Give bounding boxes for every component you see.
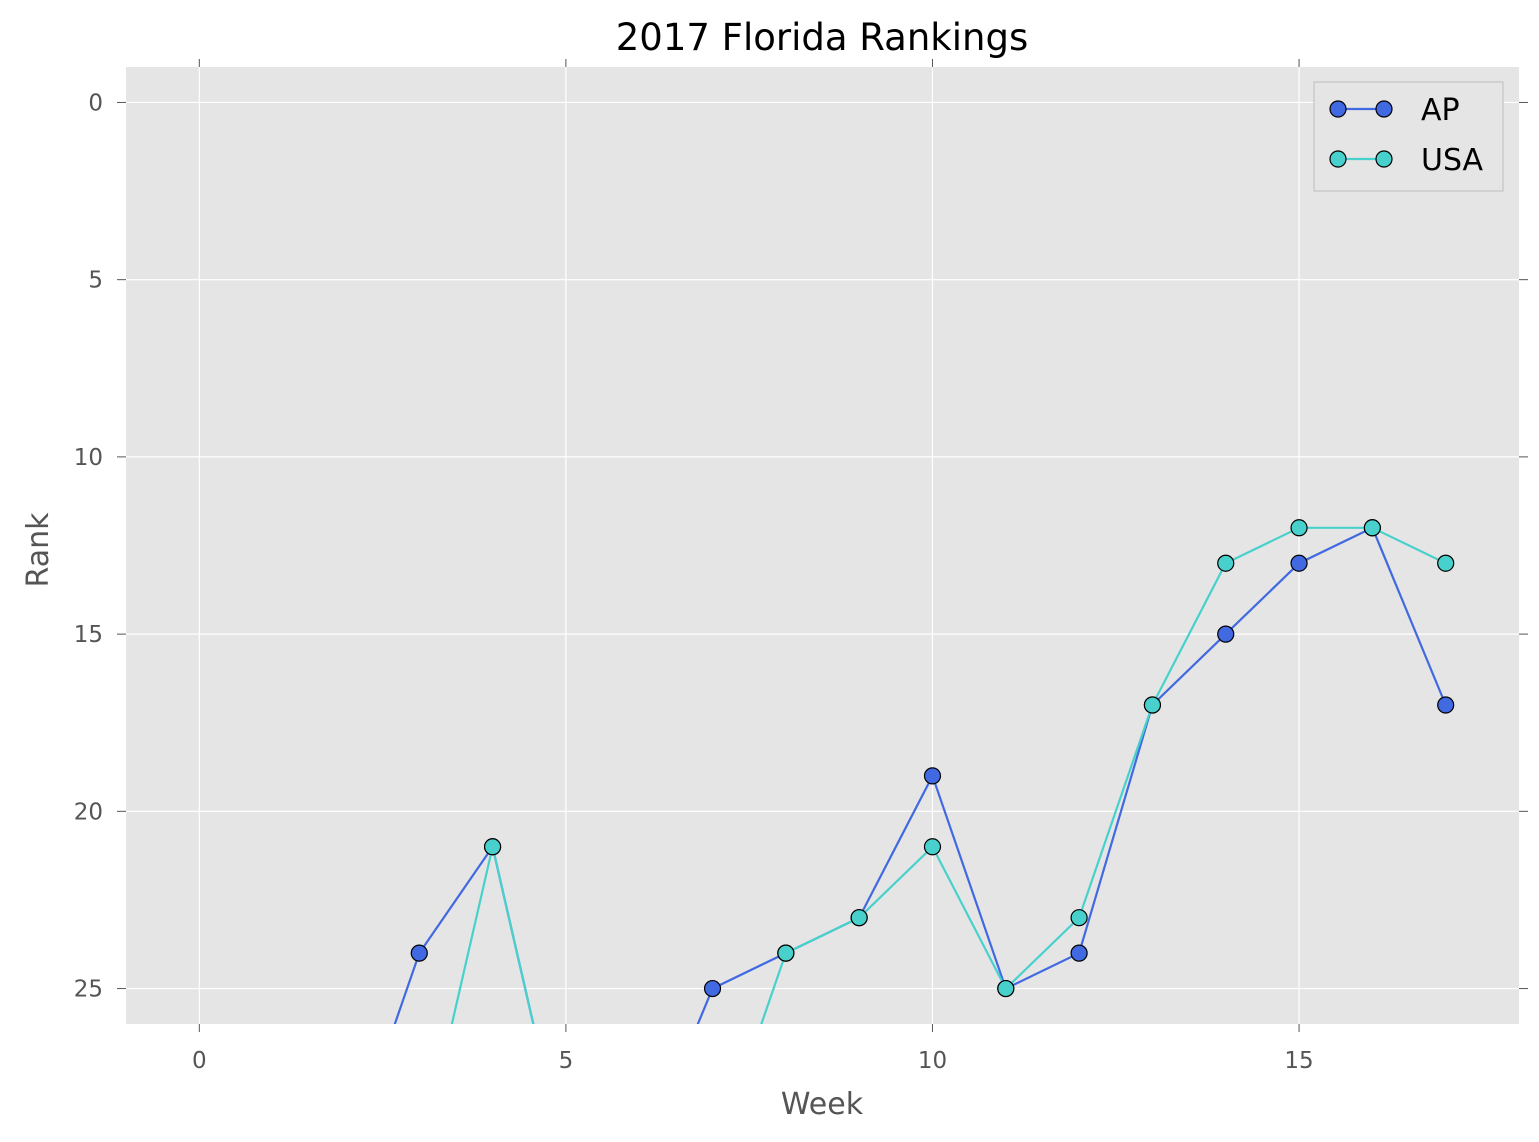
point-usa (1290, 519, 1308, 537)
point-usa (923, 838, 942, 856)
point-ap (410, 944, 428, 962)
grid (126, 67, 1519, 1024)
point-usa (483, 838, 502, 856)
y-tick-label: 0 (88, 90, 103, 116)
legend-marker-usa (1375, 150, 1393, 168)
point-ap (1070, 944, 1088, 962)
point-usa (1143, 696, 1162, 714)
point-ap (1217, 625, 1235, 643)
legend-marker-ap (1375, 100, 1393, 118)
point-usa (1217, 554, 1235, 572)
point-ap (1290, 554, 1308, 572)
y-tick-label: 5 (88, 268, 103, 294)
x-tick-label: 5 (559, 1048, 574, 1074)
legend-marker-usa (1329, 150, 1347, 168)
y-tick-label: 20 (74, 799, 103, 825)
series-line-usa (450, 526, 1447, 1024)
x-tick-label: 15 (1284, 1048, 1313, 1074)
chart-title: 2017 Florida Rankings (616, 16, 1028, 59)
point-usa (850, 909, 868, 927)
point-ap (923, 767, 942, 785)
y-tick-label: 25 (74, 977, 103, 1003)
point-usa (1363, 519, 1381, 537)
point-usa (1070, 909, 1088, 927)
legend-label-ap: AP (1421, 93, 1460, 128)
y-tick-label: 10 (74, 445, 103, 471)
point-usa (1437, 554, 1455, 572)
x-axis-label: Week (781, 1087, 864, 1122)
legend-label-usa: USA (1421, 143, 1484, 178)
y-tick-label: 15 (74, 622, 103, 648)
point-usa (777, 944, 795, 962)
series-layer (393, 519, 1455, 1024)
plot-background (126, 67, 1519, 1024)
legend: AP USA (1313, 81, 1504, 192)
x-tick-label: 10 (918, 1048, 947, 1074)
x-tick-label: 0 (192, 1048, 207, 1074)
y-axis-label: Rank (21, 512, 56, 588)
point-usa (997, 979, 1015, 998)
legend-marker-ap (1329, 100, 1347, 118)
legend-box (1313, 81, 1504, 192)
point-ap (1437, 696, 1455, 714)
point-ap (703, 979, 722, 998)
axis-ticks: 0 5 10 15 0 5 10 15 20 25 (74, 59, 1528, 1074)
